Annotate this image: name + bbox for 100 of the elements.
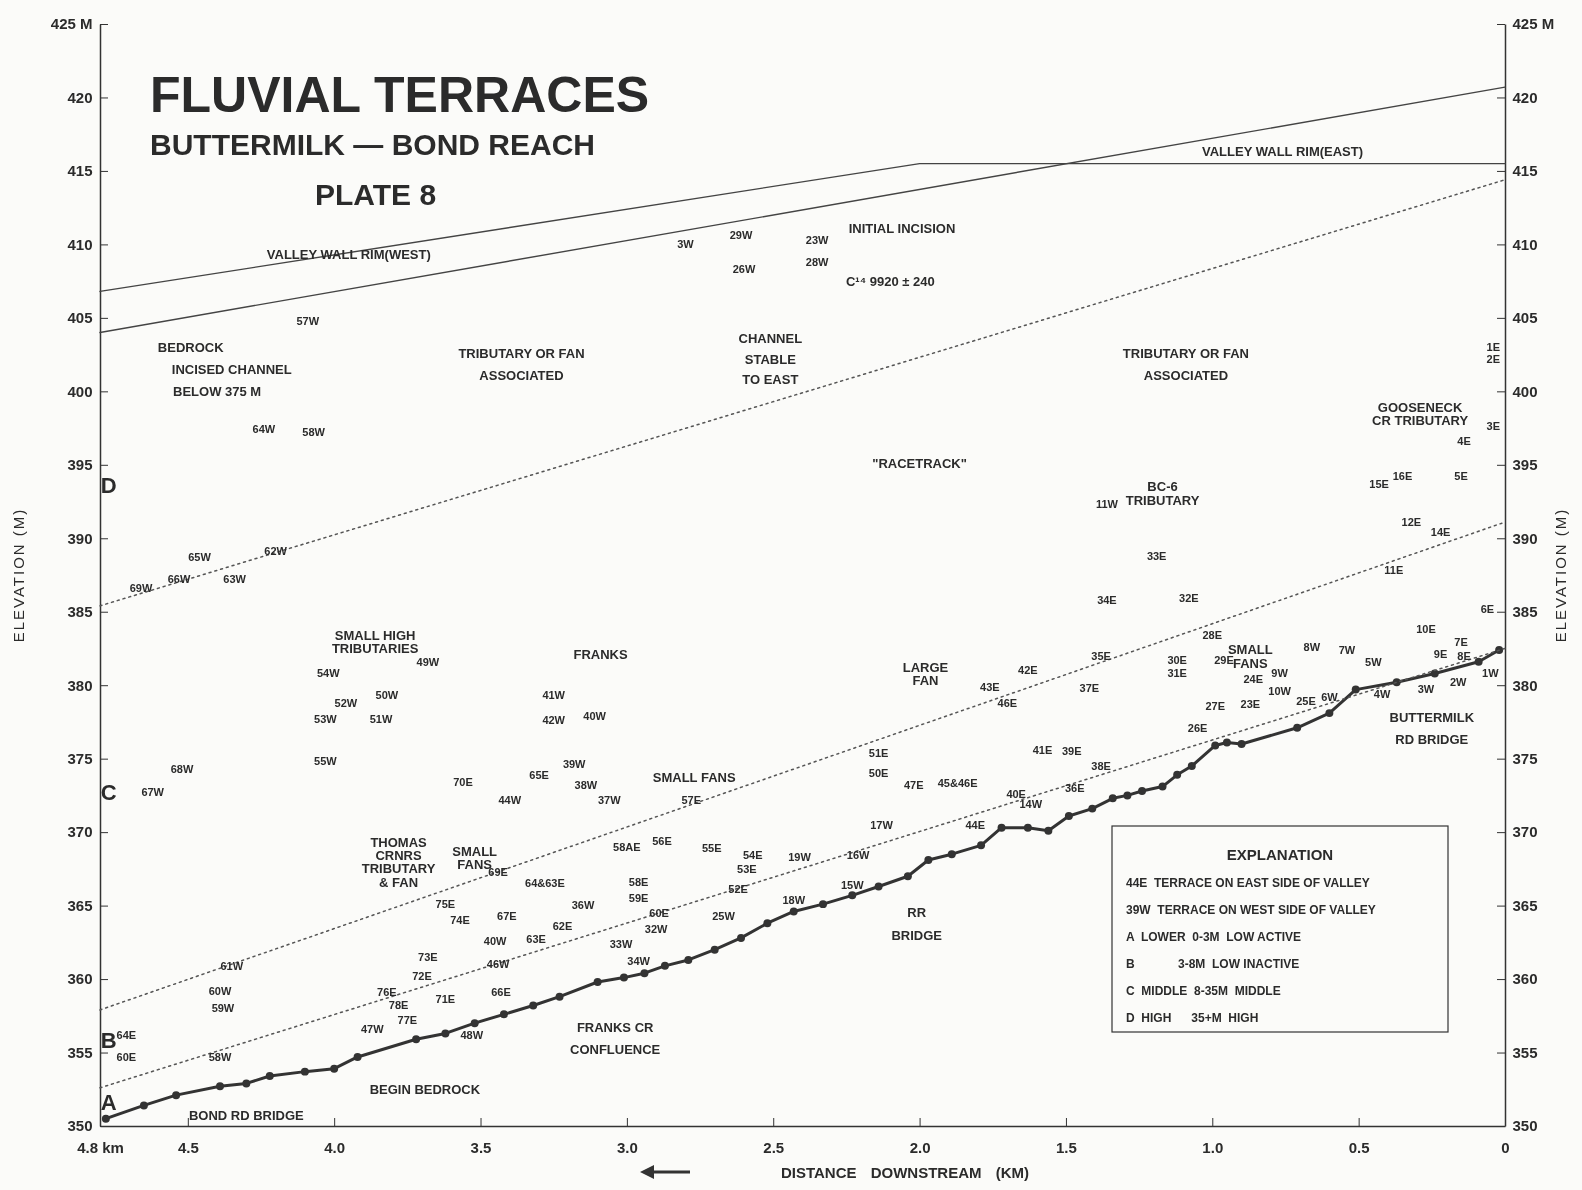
- annotation: 32E: [1179, 592, 1199, 605]
- annotation: 77E: [397, 1014, 418, 1027]
- annotation: 38W: [574, 778, 598, 791]
- annotation: BOND RD BRIDGE: [188, 1108, 305, 1124]
- point: [529, 1001, 538, 1010]
- annotation: 70E: [453, 776, 473, 789]
- annotation: 44E TERRACE ON EAST SIDE OF VALLEY: [1126, 876, 1370, 890]
- y-tick-label: 410: [67, 235, 93, 253]
- point: [903, 872, 912, 881]
- point: [216, 1082, 224, 1091]
- x-tick-label: 4.5: [177, 1139, 199, 1156]
- annotation: 59W: [211, 1002, 235, 1015]
- point: [684, 955, 693, 964]
- y-tick-label: 405: [67, 309, 93, 327]
- annotation: STABLE: [744, 351, 797, 367]
- annotation: 57E: [681, 793, 702, 806]
- y2-tick-label: 350: [1512, 1117, 1538, 1135]
- point: [1088, 804, 1097, 813]
- annotation: 40W: [583, 709, 607, 722]
- annotation: 76E: [377, 986, 397, 999]
- point: [848, 891, 857, 900]
- annotation: TRIBUTARY OR FAN: [458, 345, 585, 361]
- annotation: LARGE: [902, 660, 949, 676]
- annotation: BEGIN BEDROCK: [369, 1081, 481, 1097]
- annotation: 19W: [788, 850, 812, 863]
- annotation: 64W: [252, 423, 276, 436]
- annotation: D HIGH 35+M HIGH: [1126, 1011, 1259, 1025]
- annotation: C: [100, 780, 117, 806]
- annotation: 1E: [1486, 341, 1501, 354]
- annotation: 73E: [418, 950, 438, 963]
- point: [353, 1052, 362, 1061]
- annotation: 12E: [1401, 515, 1422, 528]
- annotation: FANS: [1233, 655, 1269, 671]
- annotation: CRNRS: [375, 848, 422, 864]
- point: [101, 1114, 110, 1123]
- point: [139, 1101, 148, 1110]
- annotation: 43E: [980, 680, 1000, 693]
- annotation: 5E: [1454, 470, 1468, 483]
- annotation: 67W: [141, 786, 165, 799]
- annotation: 58W: [208, 1050, 232, 1063]
- annotation: 44E: [965, 818, 985, 831]
- annotation: & FAN: [379, 874, 419, 890]
- annotation: 54W: [317, 667, 341, 680]
- annotation: 57W: [296, 314, 320, 327]
- y-tick-label: 390: [67, 529, 93, 547]
- annotation: CR TRIBUTARY: [1372, 413, 1469, 429]
- point: [1211, 741, 1220, 750]
- annotation: 33W: [609, 937, 633, 950]
- y2-tick-label: 360: [1512, 970, 1538, 988]
- y2-tick-label: 385: [1512, 603, 1538, 621]
- y2-tick-label: 425 M: [1512, 15, 1555, 33]
- annotation: 53E: [737, 862, 757, 875]
- annotation: 25W: [712, 909, 736, 922]
- y-tick-label: 380: [67, 676, 93, 694]
- y-tick-label: 375: [67, 749, 93, 767]
- annotation: 72E: [412, 969, 432, 982]
- annotation: 10E: [1416, 623, 1436, 636]
- point: [242, 1079, 251, 1088]
- annotation: 40W: [483, 934, 508, 947]
- annotation: 15W: [840, 878, 865, 891]
- y2-tick-label: 420: [1512, 88, 1538, 106]
- annotation: TO EAST: [742, 372, 799, 388]
- annotation: 58E: [628, 875, 649, 888]
- annotation: 36W: [571, 899, 595, 912]
- point: [1237, 739, 1246, 748]
- annotation: TRIBUTARY OR FAN: [1122, 345, 1250, 361]
- annotation: RD BRIDGE: [1395, 732, 1469, 748]
- annotation: 18W: [782, 893, 806, 906]
- annotation: 68W: [170, 762, 194, 775]
- annotation: PLATE 8: [315, 178, 437, 211]
- y-tick-label: 415: [67, 162, 93, 180]
- annotation: 51W: [369, 712, 393, 725]
- annotation: 52W: [334, 696, 358, 709]
- annotation: 8W: [1303, 640, 1321, 653]
- annotation: 46W: [486, 958, 511, 971]
- point: [977, 841, 986, 850]
- annotation: FRANKS CR: [576, 1020, 655, 1036]
- y2-tick-label: 375: [1512, 749, 1538, 767]
- point: [710, 945, 719, 954]
- annotation: 54E: [742, 849, 763, 862]
- annotation: 50W: [375, 689, 399, 702]
- annotation: CHANNEL: [738, 330, 803, 346]
- annotation: 3W: [677, 238, 695, 251]
- annotation: 29E: [1214, 654, 1234, 667]
- annotation: BC-6: [1147, 479, 1178, 495]
- text: BUTTERMILK — BOND REACH: [150, 128, 595, 161]
- annotation: B: [100, 1028, 117, 1054]
- point: [555, 992, 564, 1001]
- annotation: 3E: [1486, 420, 1501, 433]
- y-tick-label: 395: [67, 456, 93, 474]
- x-tick-label: 1.0: [1202, 1139, 1224, 1156]
- annotation: 49W: [416, 655, 440, 668]
- point: [1222, 738, 1231, 747]
- annotation: ASSOCIATED: [479, 367, 564, 383]
- annotation: 62W: [264, 545, 288, 558]
- annotation: 60W: [208, 984, 232, 997]
- y-tick-label: 355: [67, 1043, 93, 1061]
- point: [1173, 770, 1182, 779]
- x-tick-label: 3.0: [616, 1139, 638, 1156]
- annotation: 34W: [627, 955, 651, 968]
